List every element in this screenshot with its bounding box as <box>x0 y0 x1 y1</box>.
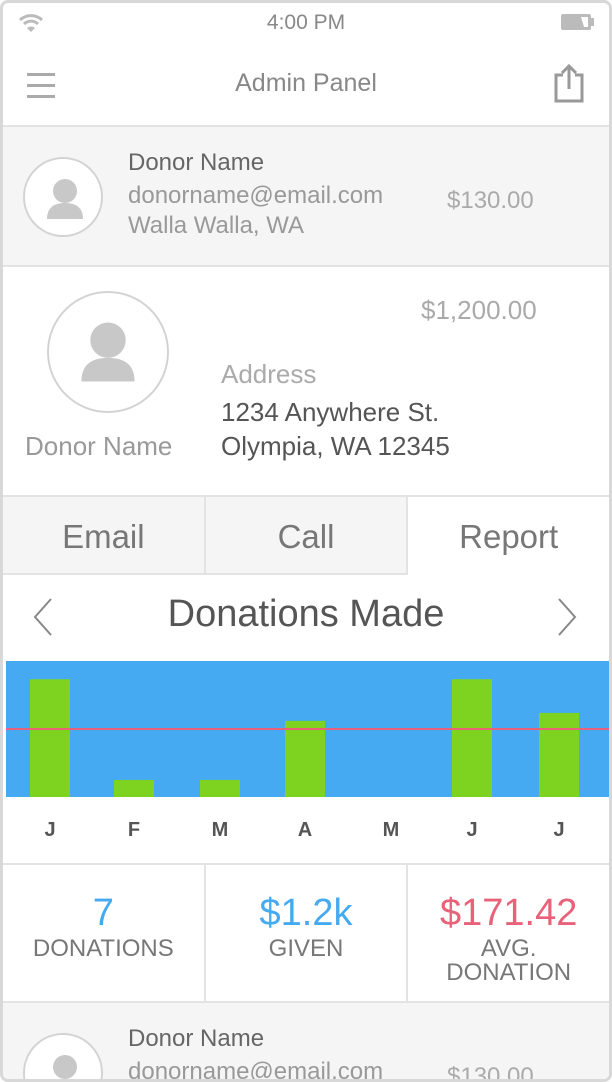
avatar <box>23 1033 103 1079</box>
stat-label: DONATIONS <box>32 935 174 962</box>
tab-email[interactable]: Email <box>3 497 206 575</box>
stat-label: AVG. <box>480 935 537 962</box>
bar-0 <box>30 679 70 797</box>
donor-email: donorname@email.com <box>128 1058 384 1082</box>
donor-list-item[interactable]: Donor Name donorname@email.com Walla Wal… <box>3 127 609 267</box>
donor-list-item[interactable]: Donor Name donorname@email.com $130.00 <box>3 1003 609 1082</box>
bar-2 <box>200 779 240 797</box>
tab-report[interactable]: Report <box>408 497 609 575</box>
chevron-right-icon[interactable] <box>555 597 579 637</box>
stat-value: $1.2k <box>259 892 353 934</box>
donor-detail: Donor Name $1,200.00 Address 1234 Anywhe… <box>3 267 609 495</box>
address-label: Address <box>221 359 317 389</box>
tab-call[interactable]: Call <box>205 497 409 575</box>
stat-donations: 7 DONATIONS <box>3 865 206 1001</box>
status-bar: 4:00 PM <box>3 3 609 43</box>
month-label: J <box>466 819 478 841</box>
donor-name: Donor Name <box>128 149 265 176</box>
donor-email: donorname@email.com <box>128 182 384 209</box>
stat-given: $1.2k GIVEN <box>206 865 409 1001</box>
chart-header: Donations Made <box>3 575 609 661</box>
bar-6 <box>539 712 579 797</box>
battery-icon <box>561 14 594 30</box>
hamburger-menu-icon[interactable] <box>27 71 57 101</box>
stat-value: 7 <box>92 892 114 934</box>
donor-total-amount: $1,200.00 <box>421 295 537 325</box>
status-time: 4:00 PM <box>266 11 346 34</box>
user-silhouette-icon <box>53 1055 77 1079</box>
donor-name: Donor Name <box>25 431 173 461</box>
stat-label: GIVEN <box>268 935 344 962</box>
stat-average: $171.42 AVG. DONATION <box>408 865 609 1001</box>
donor-amount: $130.00 <box>447 1063 534 1082</box>
share-icon[interactable] <box>553 63 585 103</box>
chevron-left-icon[interactable] <box>31 597 55 637</box>
donations-bar-chart <box>6 661 609 797</box>
donor-name: Donor Name <box>128 1025 265 1052</box>
address-line2: Olympia, WA 12345 <box>221 431 450 461</box>
stat-label-line2: DONATION <box>446 959 572 986</box>
bar-5 <box>452 679 492 797</box>
user-silhouette-icon <box>81 322 135 382</box>
stat-value: $171.42 <box>439 892 578 934</box>
donor-location: Walla Walla, WA <box>128 212 305 239</box>
wifi-icon <box>18 14 44 32</box>
chart-title: Donations Made <box>167 593 445 635</box>
bar-1 <box>114 779 154 797</box>
month-label: M <box>382 819 400 841</box>
user-silhouette-icon <box>47 179 83 219</box>
nav-bar: Admin Panel <box>3 43 609 127</box>
action-tabs: Email Call Report <box>3 495 609 575</box>
page-title: Admin Panel <box>235 69 377 97</box>
month-label: J <box>553 819 565 841</box>
month-label: J <box>44 819 56 841</box>
donor-amount: $130.00 <box>447 187 534 214</box>
month-label: A <box>297 819 313 841</box>
avatar <box>47 291 169 413</box>
month-label: F <box>127 819 141 841</box>
avatar <box>23 157 103 237</box>
address-line1: 1234 Anywhere St. <box>221 397 440 427</box>
stats-row: 7 DONATIONS $1.2k GIVEN $171.42 AVG. DON… <box>3 865 609 1003</box>
bar-3 <box>285 720 325 797</box>
month-label: M <box>211 819 229 841</box>
